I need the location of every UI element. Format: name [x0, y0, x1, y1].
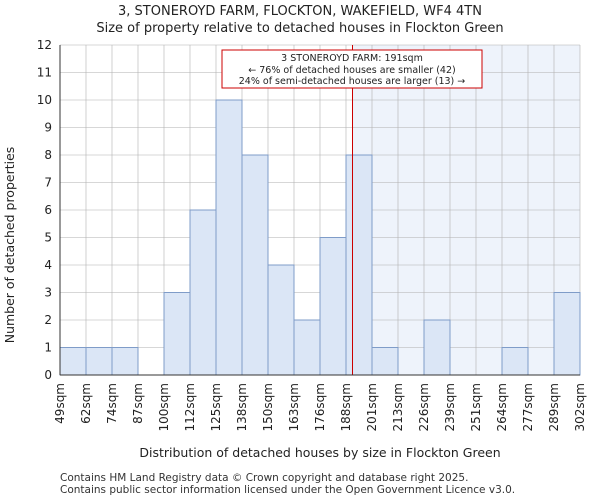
annotation-box: 3 STONEROYD FARM: 191sqm ← 76% of detach… — [221, 49, 483, 89]
y-tick-0: 0 — [44, 368, 52, 382]
annotation-line-1: 3 STONEROYD FARM: 191sqm — [281, 53, 423, 64]
bar-100sqm — [163, 292, 191, 376]
bar-62sqm — [85, 347, 113, 376]
annotation-line-3: 24% of semi-detached houses are larger (… — [239, 76, 466, 87]
y-tick-2: 2 — [44, 313, 52, 327]
x-tick-188sqm: 188sqm — [339, 383, 353, 431]
y-tick-11: 11 — [37, 66, 52, 80]
x-tick-226sqm: 226sqm — [417, 383, 431, 431]
x-tick-264sqm: 264sqm — [495, 383, 509, 431]
annotation-line-2: ← 76% of detached houses are smaller (42… — [248, 65, 455, 76]
bar-49sqm — [59, 347, 87, 376]
x-tick-100sqm: 100sqm — [157, 383, 171, 431]
x-tick-163sqm: 163sqm — [287, 383, 301, 431]
x-tick-74sqm: 74sqm — [105, 383, 119, 424]
y-tick-10: 10 — [37, 93, 52, 107]
x-tick-112sqm: 112sqm — [183, 383, 197, 431]
x-tick-49sqm: 49sqm — [53, 383, 67, 424]
grid-lines — [59, 44, 581, 376]
bar-264sqm — [501, 347, 529, 376]
annotation-frame — [221, 49, 483, 89]
x-axis-label: Distribution of detached houses by size … — [139, 445, 500, 460]
bar-112sqm — [189, 209, 217, 376]
chart-title-block: 3, STONEROYD FARM, FLOCKTON, WAKEFIELD, … — [0, 3, 600, 37]
footer-line-1: Contains HM Land Registry data © Crown c… — [60, 472, 469, 484]
x-tick-213sqm: 213sqm — [391, 383, 405, 431]
y-tick-8: 8 — [44, 148, 52, 162]
y-tick-6: 6 — [44, 203, 52, 217]
bar-176sqm — [319, 237, 347, 376]
y-tick-9: 9 — [44, 121, 52, 135]
chart-subtitle: Size of property relative to detached ho… — [96, 21, 504, 36]
bar-163sqm — [293, 319, 321, 376]
bar-74sqm — [111, 347, 139, 376]
x-tick-125sqm: 125sqm — [209, 383, 223, 431]
bars — [59, 99, 581, 376]
x-tick-277sqm: 277sqm — [521, 383, 535, 431]
x-tick-289sqm: 289sqm — [547, 383, 561, 431]
y-tick-4: 4 — [44, 258, 52, 272]
bar-150sqm — [267, 264, 295, 376]
y-tick-3: 3 — [44, 286, 52, 300]
bar-289sqm — [553, 292, 581, 376]
y-tick-7: 7 — [44, 176, 52, 190]
axes — [59, 45, 580, 376]
y-axis-label: Number of detached properties — [2, 147, 17, 344]
bar-138sqm — [241, 154, 269, 376]
chart-title: 3, STONEROYD FARM, FLOCKTON, WAKEFIELD, … — [118, 4, 482, 19]
y-tick-5: 5 — [44, 231, 52, 245]
x-tick-176sqm: 176sqm — [313, 383, 327, 431]
x-tick-62sqm: 62sqm — [79, 383, 93, 424]
bar-201sqm — [371, 347, 399, 376]
x-tick-87sqm: 87sqm — [131, 383, 145, 424]
x-tick-302sqm: 302sqm — [573, 383, 587, 431]
footer: Contains HM Land Registry data © Crown c… — [60, 472, 515, 496]
x-tick-251sqm: 251sqm — [469, 383, 483, 431]
footer-line-2: Contains public sector information licen… — [60, 484, 516, 496]
bar-125sqm — [215, 99, 243, 376]
x-tick-138sqm: 138sqm — [235, 383, 249, 431]
bar-226sqm — [423, 319, 451, 376]
y-tick-1: 1 — [44, 341, 52, 355]
x-tick-150sqm: 150sqm — [261, 383, 275, 431]
y-tick-12: 12 — [37, 38, 52, 52]
x-tick-239sqm: 239sqm — [443, 383, 457, 431]
x-tick-201sqm: 201sqm — [365, 383, 379, 431]
bar-188sqm — [345, 154, 373, 376]
x-tick-labels: 49sqm 62sqm 74sqm 87sqm 100sqm 112sqm 125sqm 13… — [53, 383, 587, 431]
